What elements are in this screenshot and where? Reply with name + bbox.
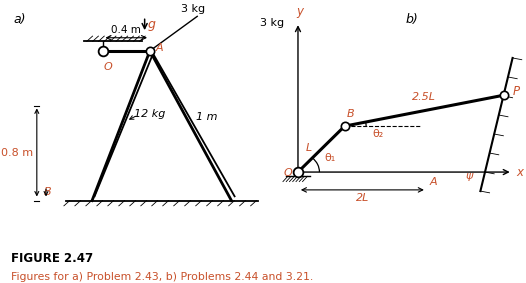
- Text: 2.5L: 2.5L: [412, 92, 436, 102]
- Text: y: y: [296, 5, 303, 18]
- Text: Figures for a) Problem 2.43, b) Problems 2.44 and 3.21.: Figures for a) Problem 2.43, b) Problems…: [11, 272, 313, 282]
- Text: P: P: [513, 85, 520, 98]
- Text: FIGURE 2.47: FIGURE 2.47: [11, 252, 93, 265]
- Text: a): a): [13, 13, 26, 26]
- Text: B: B: [43, 187, 51, 197]
- Text: 2L: 2L: [356, 193, 369, 203]
- Text: A: A: [155, 44, 163, 53]
- Text: 1 m: 1 m: [196, 112, 217, 122]
- Text: O: O: [284, 168, 292, 178]
- Text: 0.4 m: 0.4 m: [112, 25, 141, 35]
- Text: b): b): [406, 13, 418, 26]
- Text: O: O: [104, 61, 113, 72]
- Text: L: L: [306, 143, 312, 153]
- Text: ψ: ψ: [466, 171, 473, 181]
- Text: B: B: [347, 110, 355, 119]
- Text: θ₂: θ₂: [373, 129, 384, 139]
- Text: A: A: [429, 177, 437, 187]
- Text: 3 kg: 3 kg: [181, 4, 206, 14]
- Text: θ₁: θ₁: [325, 153, 336, 163]
- Text: 3 kg: 3 kg: [260, 18, 285, 27]
- Text: g: g: [148, 18, 156, 31]
- Text: x: x: [517, 166, 523, 179]
- Text: 12 kg: 12 kg: [134, 109, 166, 119]
- Text: 0.8 m: 0.8 m: [1, 148, 33, 158]
